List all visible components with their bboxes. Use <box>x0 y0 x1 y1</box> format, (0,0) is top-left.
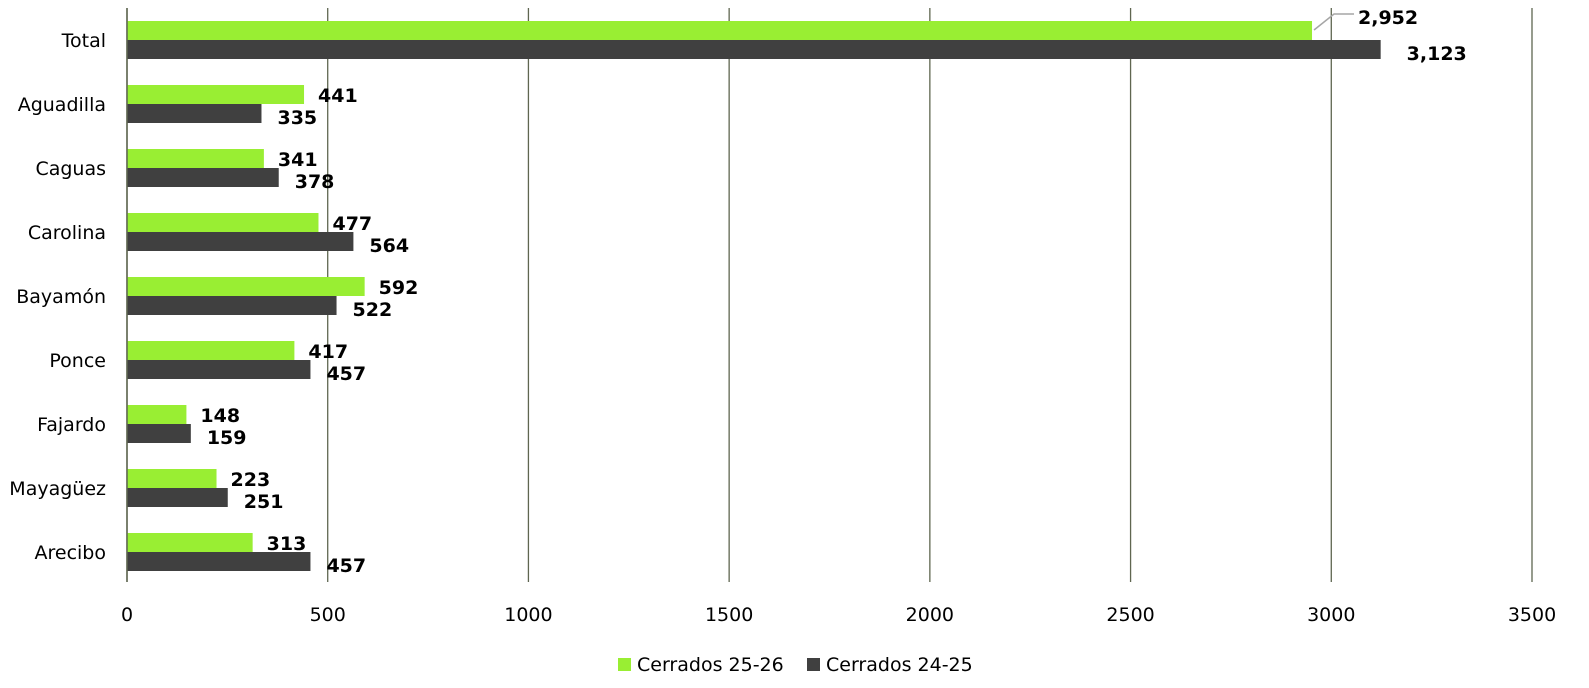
bar-cerrados-25-26 <box>127 533 253 552</box>
data-label-cerrados-24-25: 251 <box>244 491 284 513</box>
bar-cerrados-24-25 <box>127 360 311 379</box>
category-label: Ponce <box>49 350 106 372</box>
leader-line <box>1313 13 1355 31</box>
data-label-cerrados-24-25: 522 <box>353 299 393 321</box>
data-label-cerrados-24-25: 457 <box>326 555 366 577</box>
category-label: Bayamón <box>16 286 106 308</box>
category-label: Fajardo <box>37 414 106 436</box>
data-label-cerrados-25-26: 441 <box>318 85 358 107</box>
bar-cerrados-25-26 <box>127 85 305 104</box>
x-tick-label: 2000 <box>906 604 954 626</box>
legend-label: Cerrados 25-26 <box>637 654 784 676</box>
axes: 0 500 1000 1500 2000 2500 3000 3500 Total Aguadil… <box>9 8 1556 626</box>
data-label-cerrados-24-25: 378 <box>295 171 335 193</box>
bar-cerrados-24-25 <box>127 40 1381 59</box>
x-tick-label: 1000 <box>504 604 552 626</box>
category-label: Arecibo <box>35 542 107 564</box>
gridlines <box>126 8 1533 582</box>
data-label-cerrados-25-26: 341 <box>278 149 318 171</box>
bar-cerrados-25-26 <box>127 21 1313 40</box>
data-label-cerrados-25-26: 417 <box>308 341 348 363</box>
bar-cerrados-25-26 <box>127 149 264 168</box>
bar-cerrados-25-26 <box>127 341 295 360</box>
legend-cerrados-25-26: Cerrados 25-26 <box>618 654 784 676</box>
data-label-cerrados-25-26: 592 <box>379 277 419 299</box>
bar-cerrados-25-26 <box>127 469 217 488</box>
category-label: Carolina <box>28 222 106 244</box>
data-label-cerrados-24-25: 564 <box>369 235 409 257</box>
x-tick-label: 3500 <box>1508 604 1556 626</box>
bar-cerrados-24-25 <box>127 168 279 187</box>
legend-cerrados-24-25: Cerrados 24-25 <box>807 654 973 676</box>
bar-cerrados-25-26 <box>127 405 187 424</box>
bar-cerrados-24-25 <box>127 232 354 251</box>
bar-cerrados-25-26 <box>127 277 365 296</box>
legend-swatch <box>807 658 820 671</box>
data-label-cerrados-25-26: 477 <box>332 213 372 235</box>
category-label: Mayagüez <box>9 478 106 500</box>
x-tick-label: 2500 <box>1106 604 1154 626</box>
data-label-cerrados-25-26: 2,952 <box>1358 7 1418 29</box>
x-tick-label: 500 <box>310 604 346 626</box>
data-labels: 2,9523,123441335341378477564592522417457… <box>200 7 1466 577</box>
bar-cerrados-24-25 <box>127 104 262 123</box>
legend: Cerrados 25-26 Cerrados 24-25 <box>618 654 973 676</box>
data-label-cerrados-25-26: 313 <box>267 533 307 555</box>
bar-cerrados-25-26 <box>127 213 319 232</box>
category-label: Aguadilla <box>18 94 106 116</box>
x-tick-label: 1500 <box>705 604 753 626</box>
bar-cerrados-24-25 <box>127 552 311 571</box>
bar-cerrados-24-25 <box>127 424 191 443</box>
x-tick-label: 0 <box>121 604 133 626</box>
data-label-cerrados-25-26: 148 <box>200 405 240 427</box>
bar-cerrados-24-25 <box>127 296 337 315</box>
category-label: Caguas <box>35 158 106 180</box>
bar-cerrados-24-25 <box>127 488 228 507</box>
data-label-cerrados-24-25: 457 <box>326 363 366 385</box>
category-label: Total <box>61 30 106 52</box>
data-label-cerrados-25-26: 223 <box>231 469 271 491</box>
legend-swatch <box>618 658 631 671</box>
x-tick-label: 3000 <box>1307 604 1355 626</box>
data-label-cerrados-24-25: 3,123 <box>1407 43 1467 65</box>
bars <box>127 21 1381 571</box>
legend-label: Cerrados 24-25 <box>826 654 973 676</box>
data-label-cerrados-24-25: 335 <box>277 107 317 129</box>
data-label-cerrados-24-25: 159 <box>207 427 247 449</box>
